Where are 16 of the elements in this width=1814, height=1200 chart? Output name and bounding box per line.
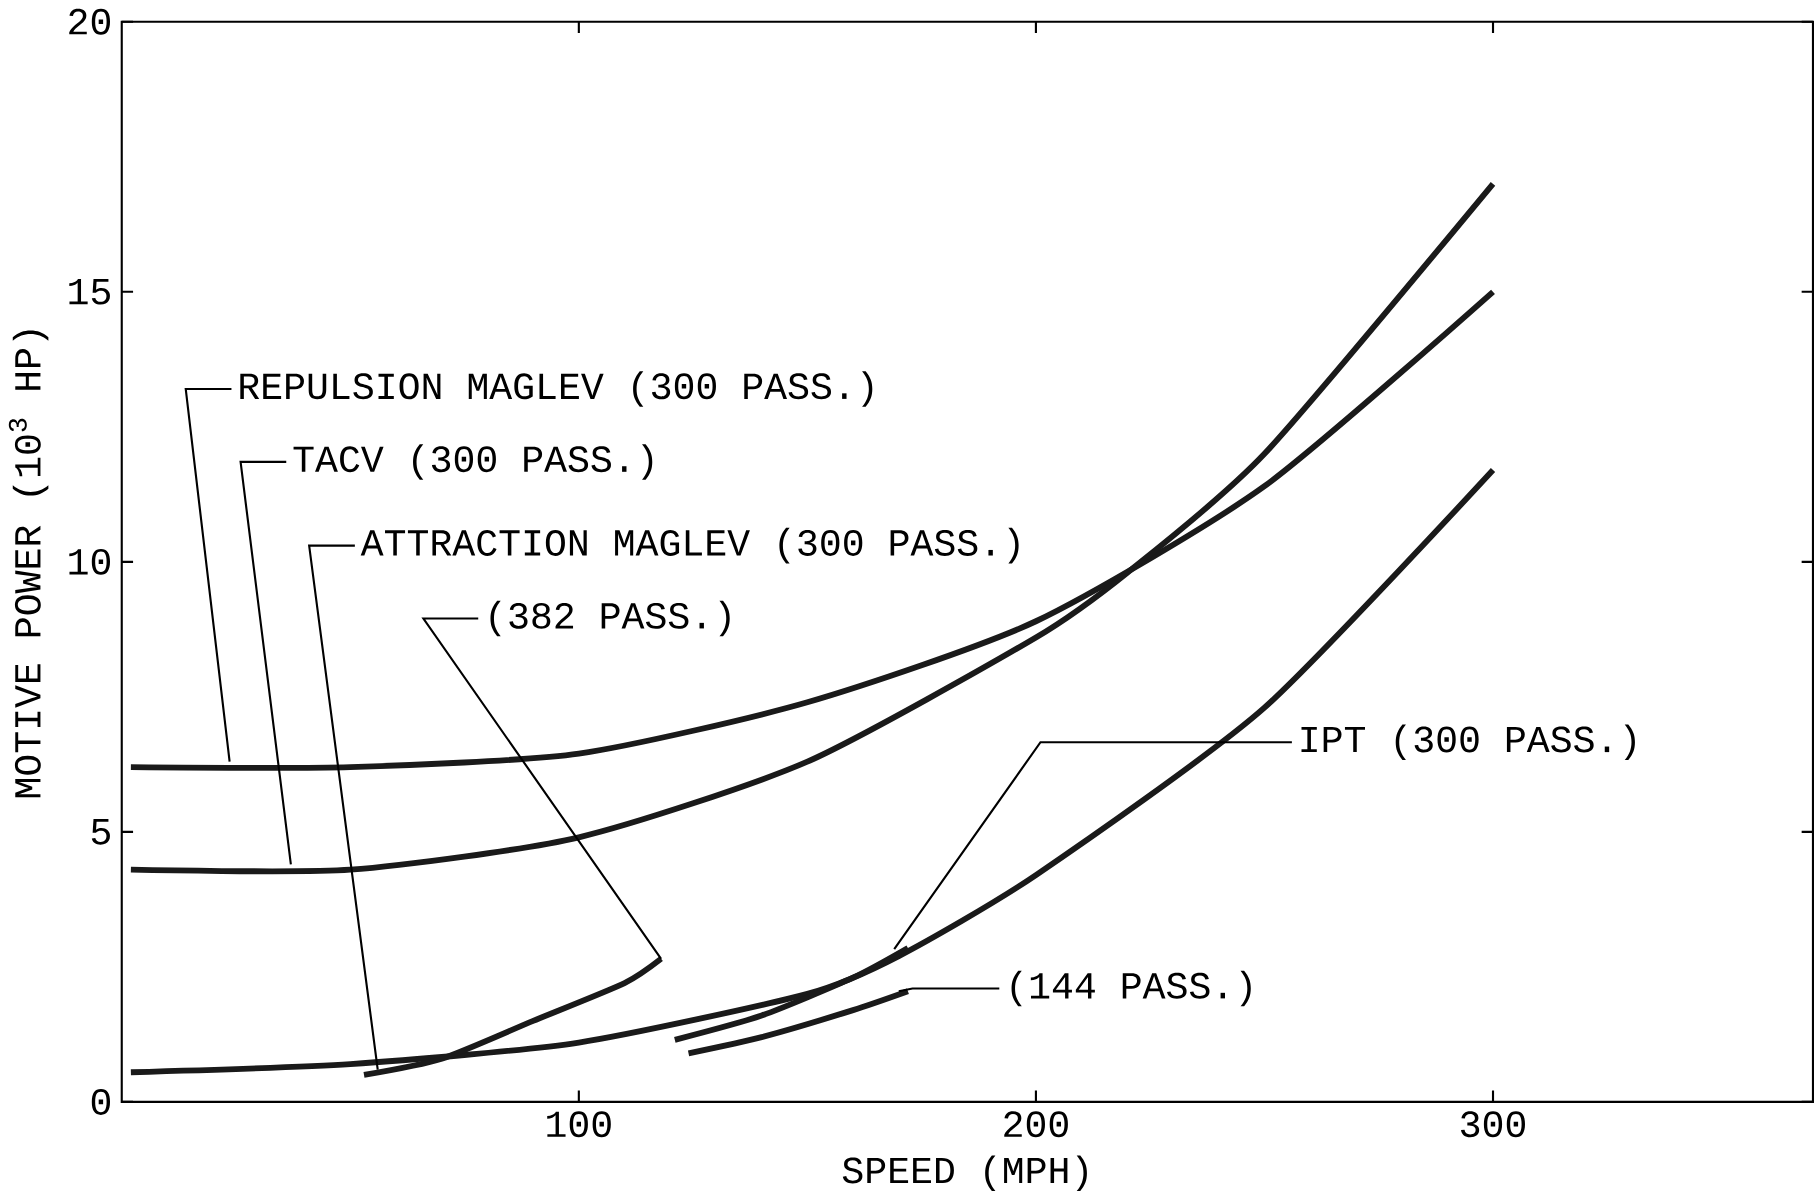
x-tick-label: 300 (1461, 1111, 1525, 1138)
y-tick-label: 15 (69, 279, 110, 305)
x-axis-title: SPEED (MPH) (842, 1155, 1087, 1192)
annotation: TACV (300 PASS.) (293, 444, 653, 480)
annotation: ATTRACTION MAGLEV (300 PASS.) (360, 527, 1019, 564)
annotation: (382 PASS.) (490, 600, 730, 637)
annotation: IPT (300 PASS.) (1301, 724, 1635, 761)
x-tick-label: 100 (547, 1111, 611, 1138)
y-tick-label: 20 (69, 8, 111, 35)
annotation: (144 PASS.) (1011, 970, 1251, 1007)
y-tick-label: 10 (69, 548, 111, 575)
y-tick-label: 0 (91, 1089, 111, 1115)
y-tick-label: 5 (91, 819, 110, 845)
y-axis-title: MOTIVE POWER (10$^{3}$ HP) (8, 330, 49, 798)
annotation: REPULSION MAGLEV (300 PASS.) (240, 371, 873, 407)
x-tick-label: 200 (1004, 1111, 1068, 1138)
